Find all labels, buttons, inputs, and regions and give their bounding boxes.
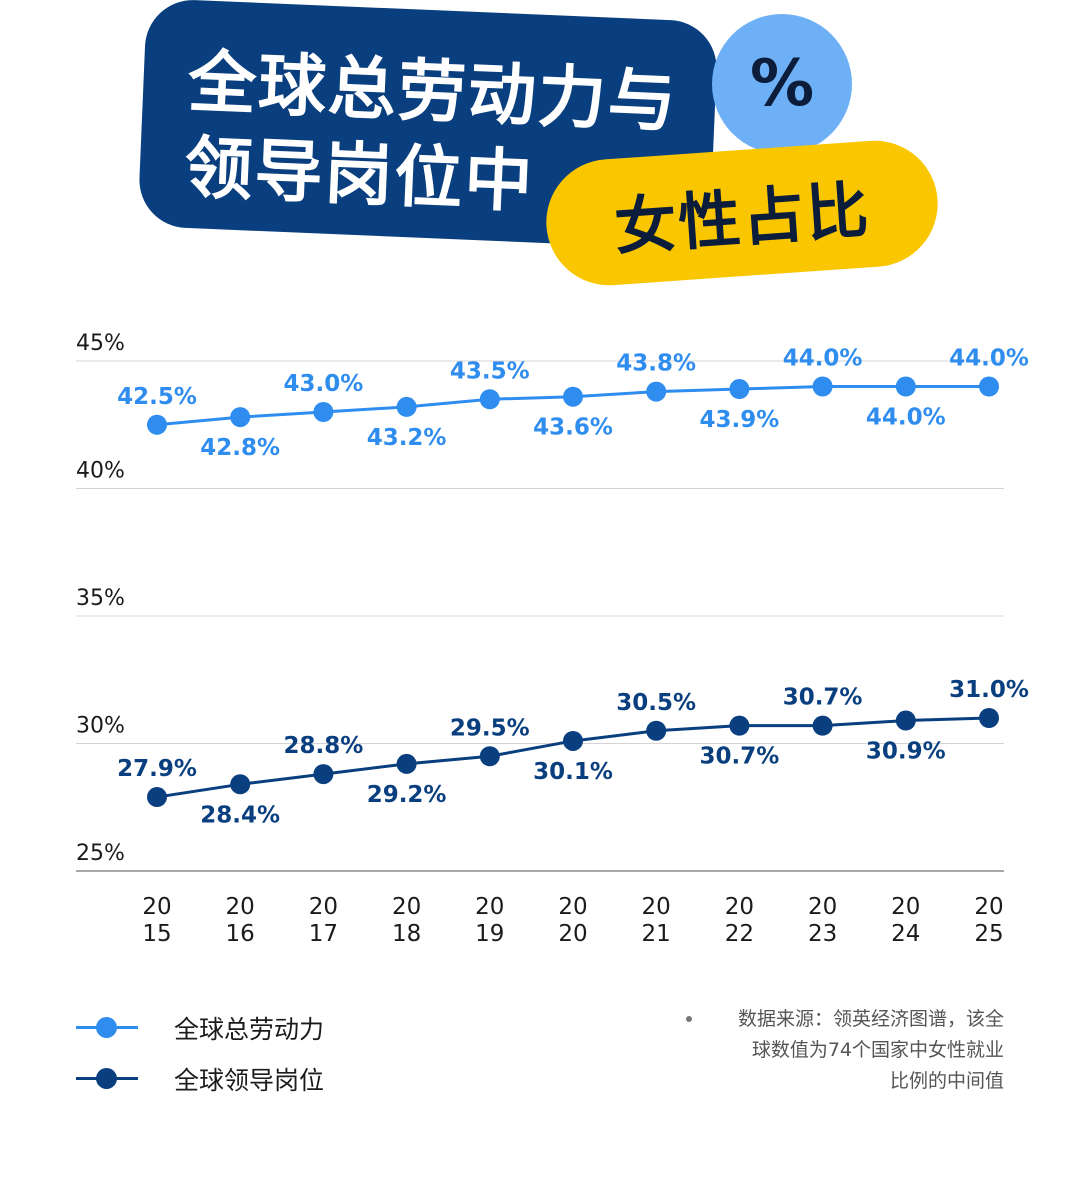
data-point-workforce <box>979 376 999 397</box>
x-tick-label: 22 <box>725 921 754 947</box>
data-point-workforce <box>729 379 750 400</box>
source-line-2: 球数值为74个国家中女性就业 <box>751 1039 1004 1061</box>
x-tick-label: 15 <box>142 921 171 947</box>
data-label-leadership: 30.7% <box>700 744 780 770</box>
legend-label-workforce: 全球总劳动力 <box>174 1015 325 1044</box>
y-tick-label: 30% <box>76 714 125 739</box>
data-label-leadership: 30.7% <box>783 685 863 711</box>
percent-badge: % <box>712 14 852 154</box>
data-point-leadership <box>729 715 750 736</box>
data-label-leadership: 29.5% <box>450 715 530 741</box>
data-label-leadership: 27.9% <box>117 756 197 782</box>
data-label-leadership: 31.0% <box>949 677 1029 703</box>
y-tick-label: 25% <box>76 841 125 866</box>
x-tick-label: 25 <box>974 921 1003 947</box>
data-label-workforce: 44.0% <box>949 346 1029 372</box>
data-point-workforce <box>812 376 833 397</box>
data-label-workforce: 44.0% <box>866 405 946 431</box>
legend-item-workforce: 全球总劳动力 <box>76 1012 376 1044</box>
x-tick-label: 20 <box>642 894 671 920</box>
data-point-workforce <box>396 396 417 417</box>
x-tick-label: 21 <box>642 921 671 947</box>
x-tick-label: 20 <box>309 894 338 920</box>
source-line-1: 数据来源：领英经济图谱，该全 <box>737 1008 1004 1030</box>
data-point-leadership <box>396 753 417 774</box>
data-point-workforce <box>147 414 167 435</box>
data-point-workforce <box>646 381 667 402</box>
data-label-workforce: 43.9% <box>700 407 780 433</box>
x-tick-label: 17 <box>309 921 338 947</box>
legend-dot-leadership <box>96 1068 117 1089</box>
source-line-3: 比例的中间值 <box>889 1070 1004 1092</box>
y-tick-label: 35% <box>76 586 125 611</box>
data-point-workforce <box>563 386 583 407</box>
source-bullet-icon <box>686 1016 692 1022</box>
data-label-leadership: 29.2% <box>367 782 447 808</box>
data-label-leadership: 28.4% <box>200 802 280 828</box>
x-tick-label: 20 <box>558 921 587 947</box>
x-tick-label: 20 <box>558 894 587 920</box>
legend-dot-workforce <box>96 1017 117 1038</box>
data-label-leadership: 30.5% <box>616 690 696 716</box>
data-point-workforce <box>230 407 251 428</box>
data-point-leadership <box>479 746 500 767</box>
x-tick-label: 16 <box>226 921 255 947</box>
data-label-workforce: 44.0% <box>783 346 863 372</box>
x-tick-label: 20 <box>891 894 920 920</box>
data-point-leadership <box>812 715 833 736</box>
data-point-leadership <box>646 720 667 741</box>
data-point-workforce <box>479 389 500 410</box>
percent-symbol: % <box>749 47 815 121</box>
data-label-workforce: 43.8% <box>616 351 696 377</box>
data-point-workforce <box>895 376 916 397</box>
data-point-leadership <box>895 710 916 731</box>
x-tick-label: 20 <box>226 894 255 920</box>
data-point-leadership <box>230 774 251 795</box>
data-label-workforce: 43.6% <box>533 415 613 441</box>
data-point-leadership <box>313 764 334 785</box>
x-tick-label: 19 <box>475 921 504 947</box>
data-label-workforce: 43.2% <box>367 425 447 451</box>
x-tick-label: 20 <box>392 894 421 920</box>
x-tick-label: 23 <box>808 921 837 947</box>
y-tick-label: 40% <box>76 459 125 484</box>
legend-label-leadership: 全球领导岗位 <box>174 1066 325 1095</box>
series-line-leadership <box>156 716 990 799</box>
data-point-leadership <box>563 730 583 751</box>
x-tick-label: 20 <box>808 894 837 920</box>
data-label-workforce: 42.8% <box>200 435 280 461</box>
source-note: 数据来源：领英经济图谱，该全 球数值为74个国家中女性就业 比例的中间值 <box>704 1004 1004 1097</box>
x-tick-label: 20 <box>475 894 504 920</box>
x-tick-label: 20 <box>725 894 754 920</box>
legend-item-leadership: 全球领导岗位 <box>76 1063 376 1095</box>
data-point-workforce <box>313 402 334 422</box>
data-point-leadership <box>979 708 999 728</box>
data-label-leadership: 30.1% <box>533 759 613 785</box>
data-label-leadership: 28.8% <box>284 733 364 759</box>
x-tick-label: 20 <box>974 894 1003 920</box>
data-label-workforce: 43.5% <box>450 358 530 384</box>
x-tick-label: 24 <box>891 921 920 947</box>
x-tick-label: 20 <box>142 894 171 920</box>
data-label-workforce: 43.0% <box>284 371 364 397</box>
data-label-leadership: 30.9% <box>866 739 946 765</box>
y-tick-label: 45% <box>76 331 125 356</box>
data-label-workforce: 42.5% <box>117 384 197 410</box>
x-tick-label: 18 <box>392 921 421 947</box>
data-point-leadership <box>147 787 167 808</box>
